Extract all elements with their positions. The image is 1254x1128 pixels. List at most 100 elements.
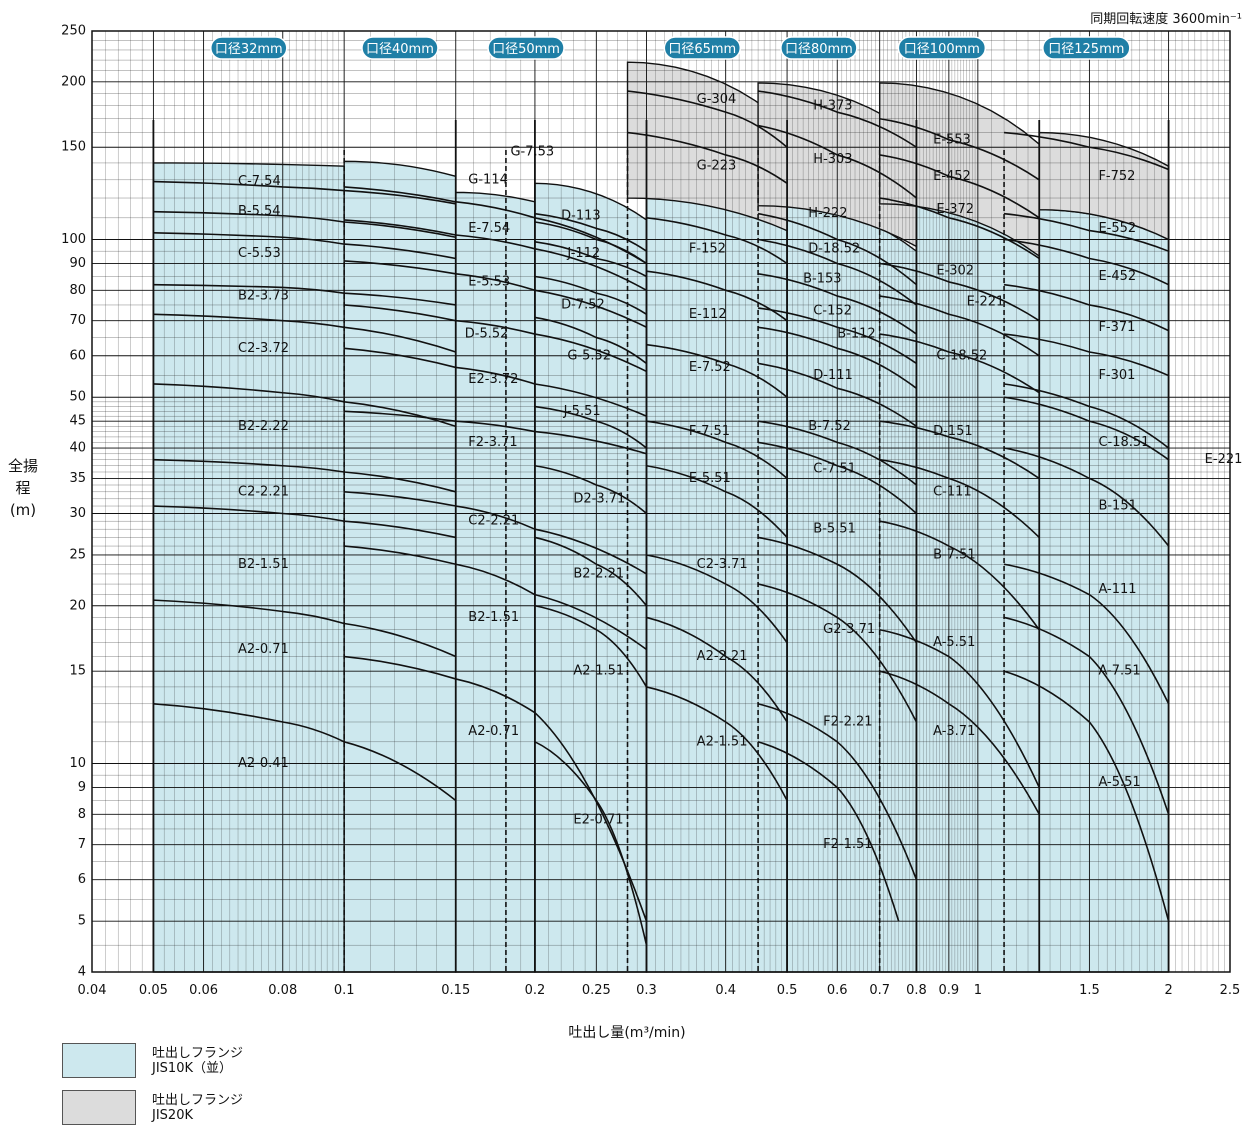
curve-label: F2-1.51 (823, 837, 872, 852)
series-line-6 (153, 458, 456, 493)
series-line-32 (646, 270, 788, 322)
series-line-15 (344, 410, 647, 455)
series-line-34 (646, 420, 788, 480)
series-line-42 (757, 238, 917, 306)
bore-badge (897, 36, 987, 60)
y-tick-label: 8 (78, 807, 86, 822)
series-line-49 (757, 536, 918, 644)
x-tick-label: 0.15 (441, 983, 470, 998)
y-tick-label: 4 (78, 965, 86, 980)
x-tick-label: 0.4 (715, 983, 736, 998)
curve-label: B-5.54 (238, 204, 281, 219)
legend-label-jis10k: 吐出しフランジ JIS10K（並） (152, 1045, 244, 1076)
y-tick-label: 5 (78, 914, 86, 929)
curve-label: E-302 (936, 264, 974, 279)
curve-label: F-301 (1098, 368, 1135, 383)
curve-label: A-5.51 (1098, 775, 1140, 790)
series-line-8 (153, 599, 457, 658)
curve-label: A2-0.71 (468, 724, 519, 739)
series-line-23 (534, 316, 647, 365)
y-tick-label: 7 (78, 837, 86, 852)
series-line-63 (879, 670, 1040, 815)
curve-label: J-5.51 (563, 404, 601, 419)
curve-label: C2-2.21 (238, 484, 289, 499)
curve-label: C2-2.21 (468, 514, 519, 529)
series-line-60 (879, 458, 1040, 539)
curve-label: A2-0.41 (238, 756, 289, 771)
legend-item-jis20k: 吐出しフランジ JIS20K (62, 1090, 243, 1125)
x-tick-label: 0.06 (189, 983, 218, 998)
series-line-38 (646, 686, 788, 801)
series-line-68 (1003, 333, 1169, 377)
bore-badge-label: 口径125mm (1048, 42, 1124, 57)
x-tick-label: 0.08 (268, 983, 297, 998)
bore-badge-label: 口径65mm (668, 42, 736, 57)
x-tick-label: 0.3 (636, 983, 657, 998)
series-line-36 (646, 554, 788, 644)
curve-label: G-7.53 (510, 144, 554, 159)
series-line-14 (344, 347, 647, 417)
curve-label: A-7.51 (1098, 664, 1140, 679)
series-line-35 (646, 464, 788, 538)
plot-frame (91, 30, 1231, 973)
curve-label: G-114 (468, 172, 508, 187)
series-line-31 (646, 217, 788, 265)
curve-label: C-7.51 (813, 461, 856, 476)
bore-badge-label: 口径32mm (215, 42, 283, 57)
bore-badge (210, 36, 288, 60)
series-line-54 (879, 154, 1040, 219)
curve-label: D-151 (933, 424, 973, 439)
x-tick-label: 0.5 (777, 983, 798, 998)
series-line-9 (153, 702, 457, 802)
series-line-29 (627, 90, 788, 148)
curve-label: H-303 (813, 152, 852, 167)
series-line-0 (153, 180, 456, 205)
bore-badge (361, 36, 439, 60)
series-line-48 (757, 441, 917, 515)
curve-label: B2-2.22 (238, 419, 289, 434)
bore-badge (663, 36, 742, 60)
series-line-65 (1003, 212, 1169, 252)
region-jis10k-1 (343, 160, 457, 973)
x-tick-label: 2 (1164, 983, 1172, 998)
x-tick-label: 0.2 (525, 983, 546, 998)
curve-label: E-5.53 (468, 274, 510, 289)
curve-label: E2-0.71 (573, 813, 623, 828)
y-tick-label: 200 (61, 74, 86, 89)
series-line-47 (757, 420, 917, 486)
y-tick-label: 80 (69, 283, 86, 298)
curve-label: B-153 (803, 272, 841, 287)
x-tick-label: 0.05 (139, 983, 168, 998)
curve-label: B-7.51 (933, 547, 976, 562)
bore-badge-label: 口径80mm (785, 42, 853, 57)
curve-label: G2-3.71 (823, 622, 875, 637)
curve-label: D-113 (561, 208, 601, 223)
curve-label: C-18.51 (1098, 435, 1149, 450)
series-line-73 (1003, 616, 1170, 815)
series-line-50 (757, 583, 918, 723)
y-tick-label: 6 (78, 872, 86, 887)
curve-label: B-5.51 (813, 522, 856, 537)
curve-label: F-152 (689, 241, 726, 256)
series-line-72 (1003, 563, 1170, 705)
x-tick-label: 0.8 (906, 983, 927, 998)
curve-label: F2-3.71 (468, 435, 517, 450)
series-line-40 (757, 124, 917, 199)
series-line-4 (153, 313, 457, 353)
y-tick-label: 45 (69, 414, 86, 429)
y-tick-label: 15 (69, 664, 86, 679)
series-line-51 (757, 703, 918, 881)
series-line-7 (153, 505, 456, 539)
curve-label: B-151 (1098, 499, 1136, 514)
bore-badge-label: 口径40mm (366, 42, 434, 57)
series-line-74 (1003, 670, 1170, 922)
x-tick-label: 0.1 (334, 983, 355, 998)
curve-label: F-371 (1098, 320, 1135, 335)
bore-badge-label: 口径100mm (904, 42, 980, 57)
series-line-37 (646, 616, 788, 723)
y-tick-label: 50 (69, 390, 86, 405)
curve-label: G-223 (697, 159, 737, 174)
y-tick-label: 250 (61, 24, 86, 39)
series-line-44 (757, 307, 917, 365)
series-line-61 (879, 520, 1040, 631)
